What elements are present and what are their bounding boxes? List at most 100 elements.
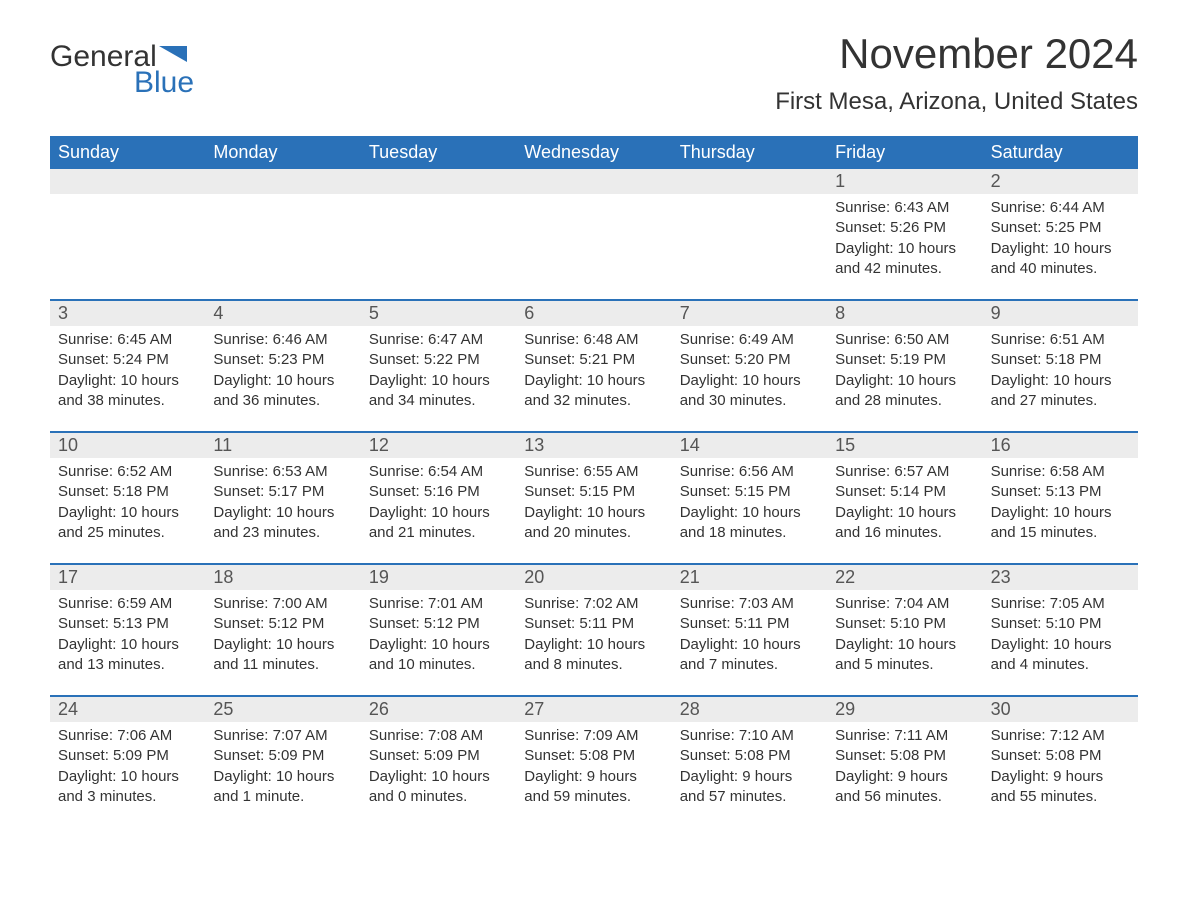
- day-number: 21: [672, 565, 827, 590]
- day-cell: 10Sunrise: 6:52 AMSunset: 5:18 PMDayligh…: [50, 433, 205, 563]
- day-cell: 2Sunrise: 6:44 AMSunset: 5:25 PMDaylight…: [983, 169, 1138, 299]
- sunset-text: Sunset: 5:21 PM: [524, 350, 663, 370]
- day-body: Sunrise: 7:05 AMSunset: 5:10 PMDaylight:…: [983, 590, 1138, 685]
- daylight-text: Daylight: 10 hours and 20 minutes.: [524, 503, 663, 544]
- day-cell: 17 Sunrise: 6:59 AMSunset: 5:13 PMDayligh…: [50, 565, 205, 695]
- weekday-header: Sunday Monday Tuesday Wednesday Thursday…: [50, 136, 1138, 169]
- header: General Blue November 2024 First Mesa, A…: [50, 30, 1138, 128]
- day-number: 10: [50, 433, 205, 458]
- day-body: Sunrise: 6:50 AMSunset: 5:19 PMDaylight:…: [827, 326, 982, 421]
- day-body: Sunrise: 7:06 AMSunset: 5:09 PMDaylight:…: [50, 722, 205, 817]
- sunset-text: Sunset: 5:10 PM: [835, 614, 974, 634]
- title-block: November 2024 First Mesa, Arizona, Unite…: [775, 30, 1138, 128]
- day-body: Sunrise: 6:56 AMSunset: 5:15 PMDaylight:…: [672, 458, 827, 553]
- sunrise-text: Sunrise: 7:08 AM: [369, 726, 508, 746]
- weekday-monday: Monday: [205, 136, 360, 169]
- week-row: 3Sunrise: 6:45 AMSunset: 5:24 PMDaylight…: [50, 299, 1138, 431]
- day-number: 20: [516, 565, 671, 590]
- day-body: Sunrise: 6:44 AMSunset: 5:25 PMDaylight:…: [983, 194, 1138, 289]
- day-number: 1: [827, 169, 982, 194]
- day-body: Sunrise: 7:04 AMSunset: 5:10 PMDaylight:…: [827, 590, 982, 685]
- weekday-thursday: Thursday: [672, 136, 827, 169]
- day-number: 13: [516, 433, 671, 458]
- sunrise-text: Sunrise: 7:07 AM: [213, 726, 352, 746]
- sunrise-text: Sunrise: 6:43 AM: [835, 198, 974, 218]
- sunset-text: Sunset: 5:22 PM: [369, 350, 508, 370]
- daylight-text: Daylight: 10 hours and 11 minutes.: [213, 635, 352, 676]
- brand-logo: General Blue: [50, 40, 194, 100]
- day-number: 22: [827, 565, 982, 590]
- day-cell: 8Sunrise: 6:50 AMSunset: 5:19 PMDaylight…: [827, 301, 982, 431]
- daylight-text: Daylight: 10 hours and 30 minutes.: [680, 371, 819, 412]
- day-cell: [205, 169, 360, 299]
- day-number: 12: [361, 433, 516, 458]
- sunrise-text: Sunrise: 7:04 AM: [835, 594, 974, 614]
- day-body: Sunrise: 6:52 AMSunset: 5:18 PMDaylight:…: [50, 458, 205, 553]
- day-cell: 13Sunrise: 6:55 AMSunset: 5:15 PMDayligh…: [516, 433, 671, 563]
- day-cell: 28Sunrise: 7:10 AMSunset: 5:08 PMDayligh…: [672, 697, 827, 827]
- daylight-text: Daylight: 9 hours and 56 minutes.: [835, 767, 974, 808]
- sunset-text: Sunset: 5:08 PM: [835, 746, 974, 766]
- sunrise-text: Sunrise: 7:06 AM: [58, 726, 197, 746]
- sunset-text: Sunset: 5:23 PM: [213, 350, 352, 370]
- day-cell: 11Sunrise: 6:53 AMSunset: 5:17 PMDayligh…: [205, 433, 360, 563]
- day-cell: 25Sunrise: 7:07 AMSunset: 5:09 PMDayligh…: [205, 697, 360, 827]
- day-body: Sunrise: 7:03 AMSunset: 5:11 PMDaylight:…: [672, 590, 827, 685]
- daylight-text: Daylight: 10 hours and 10 minutes.: [369, 635, 508, 676]
- daylight-text: Daylight: 10 hours and 38 minutes.: [58, 371, 197, 412]
- sunrise-text: Sunrise: 6:58 AM: [991, 462, 1130, 482]
- sunset-text: Sunset: 5:10 PM: [991, 614, 1130, 634]
- day-number: 23: [983, 565, 1138, 590]
- day-body: Sunrise: 7:01 AMSunset: 5:12 PMDaylight:…: [361, 590, 516, 685]
- day-cell: 27Sunrise: 7:09 AMSunset: 5:08 PMDayligh…: [516, 697, 671, 827]
- sunrise-text: Sunrise: 6:59 AM: [58, 594, 197, 614]
- day-number: 5: [361, 301, 516, 326]
- weekday-friday: Friday: [827, 136, 982, 169]
- sunrise-text: Sunrise: 7:10 AM: [680, 726, 819, 746]
- day-cell: 20Sunrise: 7:02 AMSunset: 5:11 PMDayligh…: [516, 565, 671, 695]
- day-number: 4: [205, 301, 360, 326]
- calendar: Sunday Monday Tuesday Wednesday Thursday…: [50, 136, 1138, 827]
- sunset-text: Sunset: 5:13 PM: [58, 614, 197, 634]
- sunset-text: Sunset: 5:15 PM: [524, 482, 663, 502]
- sunset-text: Sunset: 5:24 PM: [58, 350, 197, 370]
- daylight-text: Daylight: 10 hours and 7 minutes.: [680, 635, 819, 676]
- week-row: 1Sunrise: 6:43 AMSunset: 5:26 PMDaylight…: [50, 169, 1138, 299]
- daylight-text: Daylight: 10 hours and 8 minutes.: [524, 635, 663, 676]
- day-cell: 29Sunrise: 7:11 AMSunset: 5:08 PMDayligh…: [827, 697, 982, 827]
- sunrise-text: Sunrise: 6:54 AM: [369, 462, 508, 482]
- day-body: Sunrise: 6:48 AMSunset: 5:21 PMDaylight:…: [516, 326, 671, 421]
- daylight-text: Daylight: 9 hours and 59 minutes.: [524, 767, 663, 808]
- week-row: 17Sunrise: 6:59 AMSunset: 5:13 PMDayligh…: [50, 563, 1138, 695]
- day-body: Sunrise: 6:51 AMSunset: 5:18 PMDaylight:…: [983, 326, 1138, 421]
- day-body: Sunrise: 6:49 AMSunset: 5:20 PMDaylight:…: [672, 326, 827, 421]
- day-cell: 26Sunrise: 7:08 AMSunset: 5:09 PMDayligh…: [361, 697, 516, 827]
- sunset-text: Sunset: 5:09 PM: [369, 746, 508, 766]
- daylight-text: Daylight: 10 hours and 15 minutes.: [991, 503, 1130, 544]
- day-cell: 7Sunrise: 6:49 AMSunset: 5:20 PMDaylight…: [672, 301, 827, 431]
- day-body: Sunrise: 6:58 AMSunset: 5:13 PMDaylight:…: [983, 458, 1138, 553]
- day-number: 17: [50, 565, 205, 590]
- sunset-text: Sunset: 5:12 PM: [213, 614, 352, 634]
- weekday-sunday: Sunday: [50, 136, 205, 169]
- sunrise-text: Sunrise: 6:48 AM: [524, 330, 663, 350]
- week-row: 24Sunrise: 7:06 AMSunset: 5:09 PMDayligh…: [50, 695, 1138, 827]
- location-text: First Mesa, Arizona, United States: [775, 88, 1138, 116]
- day-number: 16: [983, 433, 1138, 458]
- sunset-text: Sunset: 5:12 PM: [369, 614, 508, 634]
- sunset-text: Sunset: 5:09 PM: [58, 746, 197, 766]
- daylight-text: Daylight: 10 hours and 13 minutes.: [58, 635, 197, 676]
- day-body: Sunrise: 7:02 AMSunset: 5:11 PMDaylight:…: [516, 590, 671, 685]
- day-cell: 21Sunrise: 7:03 AMSunset: 5:11 PMDayligh…: [672, 565, 827, 695]
- day-cell: 30Sunrise: 7:12 AMSunset: 5:08 PMDayligh…: [983, 697, 1138, 827]
- day-number: [672, 169, 827, 194]
- sunset-text: Sunset: 5:25 PM: [991, 218, 1130, 238]
- sunset-text: Sunset: 5:08 PM: [680, 746, 819, 766]
- day-body: Sunrise: 6:47 AMSunset: 5:22 PMDaylight:…: [361, 326, 516, 421]
- sunset-text: Sunset: 5:14 PM: [835, 482, 974, 502]
- sunset-text: Sunset: 5:15 PM: [680, 482, 819, 502]
- sunrise-text: Sunrise: 6:51 AM: [991, 330, 1130, 350]
- sunrise-text: Sunrise: 7:11 AM: [835, 726, 974, 746]
- day-cell: 14Sunrise: 6:56 AMSunset: 5:15 PMDayligh…: [672, 433, 827, 563]
- sunset-text: Sunset: 5:18 PM: [991, 350, 1130, 370]
